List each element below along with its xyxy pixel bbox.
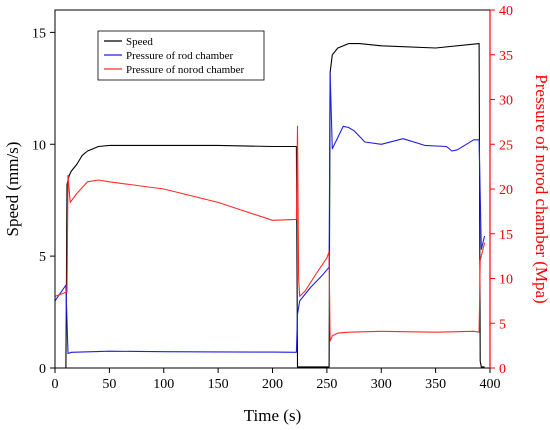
x-axis-title: Time (s) — [244, 406, 301, 425]
legend-label: Pressure of rod chamber — [126, 50, 234, 62]
x-tick-label: 350 — [425, 377, 446, 392]
y-right-tick-label: 35 — [499, 49, 513, 64]
y-right-tick-label: 15 — [499, 228, 513, 243]
x-tick-label: 200 — [262, 377, 283, 392]
x-tick-label: 250 — [316, 377, 337, 392]
x-tick-label: 300 — [371, 377, 392, 392]
x-tick-label: 50 — [102, 377, 116, 392]
legend: Speed Pressure of rod chamber Pressure of … — [97, 30, 265, 81]
y-left-tick-label: 15 — [32, 26, 46, 41]
speed-line — [55, 43, 485, 369]
y-right-tick-label: 30 — [499, 94, 513, 109]
x-tick-label: 150 — [208, 377, 229, 392]
ticks-layer: 0 50 100 150 200 250 300 350 4000510150510152025… — [32, 4, 513, 392]
x-tick-label: 0 — [52, 377, 59, 392]
y-axis-left-title: Speed (mm/s) — [3, 142, 22, 237]
y-axis-right-title: Pressure of norod chamber (Mpa) — [532, 74, 550, 303]
rod-chamber-pressure-line — [54, 72, 486, 355]
y-right-tick-label: 10 — [499, 273, 513, 288]
series-layer — [54, 43, 486, 369]
y-right-tick-label: 25 — [499, 138, 513, 153]
y-right-tick-label: 5 — [499, 317, 506, 332]
legend-box — [97, 30, 265, 81]
y-left-tick-label: 0 — [39, 362, 46, 377]
y-left-tick-label: 10 — [32, 138, 46, 153]
legend-label: Speed — [126, 36, 153, 48]
x-tick-label: 100 — [153, 377, 174, 392]
norod-chamber-pressure-line — [54, 125, 486, 342]
y-right-tick-label: 40 — [499, 4, 513, 19]
x-tick-label: 400 — [480, 377, 501, 392]
y-left-tick-label: 5 — [39, 250, 46, 265]
y-right-tick-label: 0 — [499, 362, 506, 377]
legend-label: Pressure of norod chamber — [126, 64, 245, 76]
y-right-tick-label: 20 — [499, 183, 513, 198]
